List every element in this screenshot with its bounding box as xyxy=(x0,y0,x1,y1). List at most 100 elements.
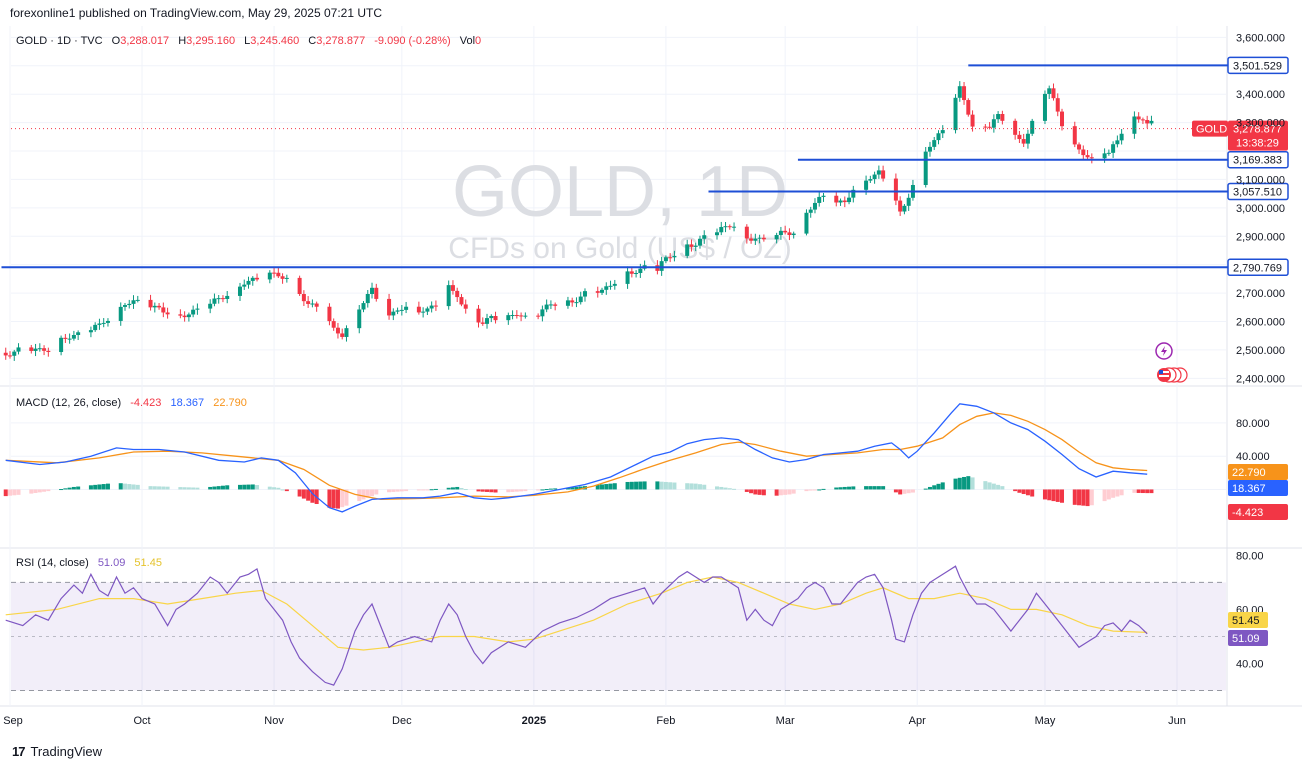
macd-histogram-bar xyxy=(864,486,869,490)
candle xyxy=(1000,114,1005,121)
candle xyxy=(906,197,911,206)
macd-value-badge: 22.790 xyxy=(1232,467,1266,479)
macd-histogram-bar xyxy=(433,488,438,490)
candle xyxy=(1149,120,1154,124)
macd-histogram-bar xyxy=(71,486,76,490)
footer-brand[interactable]: TradingView xyxy=(30,744,103,759)
macd-histogram-bar xyxy=(872,486,877,490)
candle xyxy=(783,230,788,233)
grid xyxy=(0,26,1302,707)
candle xyxy=(331,321,336,328)
macd-value-badge: -4.423 xyxy=(1232,507,1263,519)
candle xyxy=(314,303,319,307)
macd-tick-label: 40.000 xyxy=(1236,451,1270,463)
candle xyxy=(595,291,600,293)
price-pane[interactable] xyxy=(1,64,1228,361)
macd-histogram-bar xyxy=(962,476,967,490)
macd-histogram-bar xyxy=(340,489,345,508)
price-tick-label: 3,300.000 xyxy=(1236,118,1285,130)
candle xyxy=(876,170,881,175)
macd-histogram-bar xyxy=(425,489,430,491)
time-tick-label: Feb xyxy=(656,715,675,727)
candle xyxy=(182,315,187,318)
time-tick-label: Apr xyxy=(909,715,926,727)
candle xyxy=(574,302,579,304)
macd-legend-signal: 22.790 xyxy=(213,397,247,409)
macd-histogram-bar xyxy=(118,483,123,490)
macd-legend: MACD (12, 26, close) -4.423 18.367 22.79… xyxy=(16,397,247,409)
candle xyxy=(957,86,962,98)
candle xyxy=(761,237,766,240)
candle xyxy=(225,295,230,300)
candle xyxy=(131,300,136,304)
candle xyxy=(540,309,545,317)
macd-histogram-bar xyxy=(595,484,600,490)
macd-histogram-bar xyxy=(983,481,988,490)
candle xyxy=(29,347,34,351)
macd-histogram-bar xyxy=(510,489,515,492)
time-axis[interactable]: Sep Oct Nov Dec 2025 Feb Mar Apr May Jun xyxy=(3,715,1186,727)
candle xyxy=(344,328,349,337)
chart-area[interactable]: GOLD, 1D CFDs on Gold (US$ / OZ) 3,501.5… xyxy=(0,26,1302,736)
price-tick-label: 3,400.000 xyxy=(1236,89,1285,101)
candle xyxy=(523,315,528,317)
candle xyxy=(297,277,302,295)
candle xyxy=(1102,153,1107,159)
macd-histogram-bar xyxy=(817,489,822,491)
level-label-bg xyxy=(1227,258,1289,277)
macd-histogram-bar xyxy=(761,489,766,496)
candle xyxy=(1025,133,1030,144)
candle xyxy=(16,347,21,352)
candle xyxy=(600,289,605,293)
macd-histogram-bar xyxy=(902,489,907,494)
us-flag-events-icon[interactable] xyxy=(1157,367,1188,383)
candle xyxy=(71,334,76,339)
macd-histogram-bar xyxy=(514,489,519,492)
macd-histogram-bar xyxy=(480,489,485,492)
macd-histogram-bar xyxy=(744,489,749,492)
macd-histogram-bar xyxy=(97,484,102,490)
price-tick-label: 2,900.000 xyxy=(1236,231,1285,243)
macd-histogram-bar xyxy=(178,487,183,490)
candle xyxy=(536,315,541,317)
candle xyxy=(1042,93,1047,121)
macd-histogram-bar xyxy=(301,489,306,499)
candle xyxy=(493,316,498,321)
candle xyxy=(152,305,157,308)
price-axis[interactable]: 3,501.529 3,169.383 3,057.510 2,790.769 GOLD… xyxy=(1192,32,1289,670)
macd-histogram-bar xyxy=(536,489,541,491)
rsi-pane[interactable] xyxy=(5,565,1226,691)
macd-histogram-bar xyxy=(838,487,843,490)
candle xyxy=(881,170,886,179)
last-price-badge: 3,278.877 xyxy=(1233,124,1282,136)
candle xyxy=(216,298,221,300)
macd-histogram-bar xyxy=(152,486,157,490)
macd-histogram-bar xyxy=(851,486,856,490)
legend-vol: 0 xyxy=(475,35,481,47)
candle xyxy=(902,205,907,212)
candle xyxy=(812,202,817,210)
macd-histogram-bar xyxy=(787,489,792,495)
macd-histogram-bar xyxy=(693,483,698,490)
candle xyxy=(489,316,494,319)
candle xyxy=(191,309,196,315)
candle xyxy=(455,290,460,298)
candle xyxy=(774,235,779,240)
macd-histogram-bar xyxy=(161,486,166,490)
candle xyxy=(301,294,306,302)
candle xyxy=(105,320,110,323)
macd-histogram-bar xyxy=(88,485,93,490)
lightning-icon[interactable] xyxy=(1155,342,1173,360)
candle xyxy=(672,255,677,258)
macd-pane[interactable] xyxy=(3,403,1154,513)
candle xyxy=(476,308,481,323)
macd-histogram-bar xyxy=(570,487,575,490)
candle xyxy=(668,257,673,259)
candle xyxy=(923,151,928,186)
macd-histogram-bar xyxy=(604,484,609,490)
candle xyxy=(838,200,843,203)
candle xyxy=(33,348,38,351)
macd-histogram-bar xyxy=(1111,489,1116,498)
candle xyxy=(370,287,375,294)
macd-histogram-bar xyxy=(267,486,272,490)
